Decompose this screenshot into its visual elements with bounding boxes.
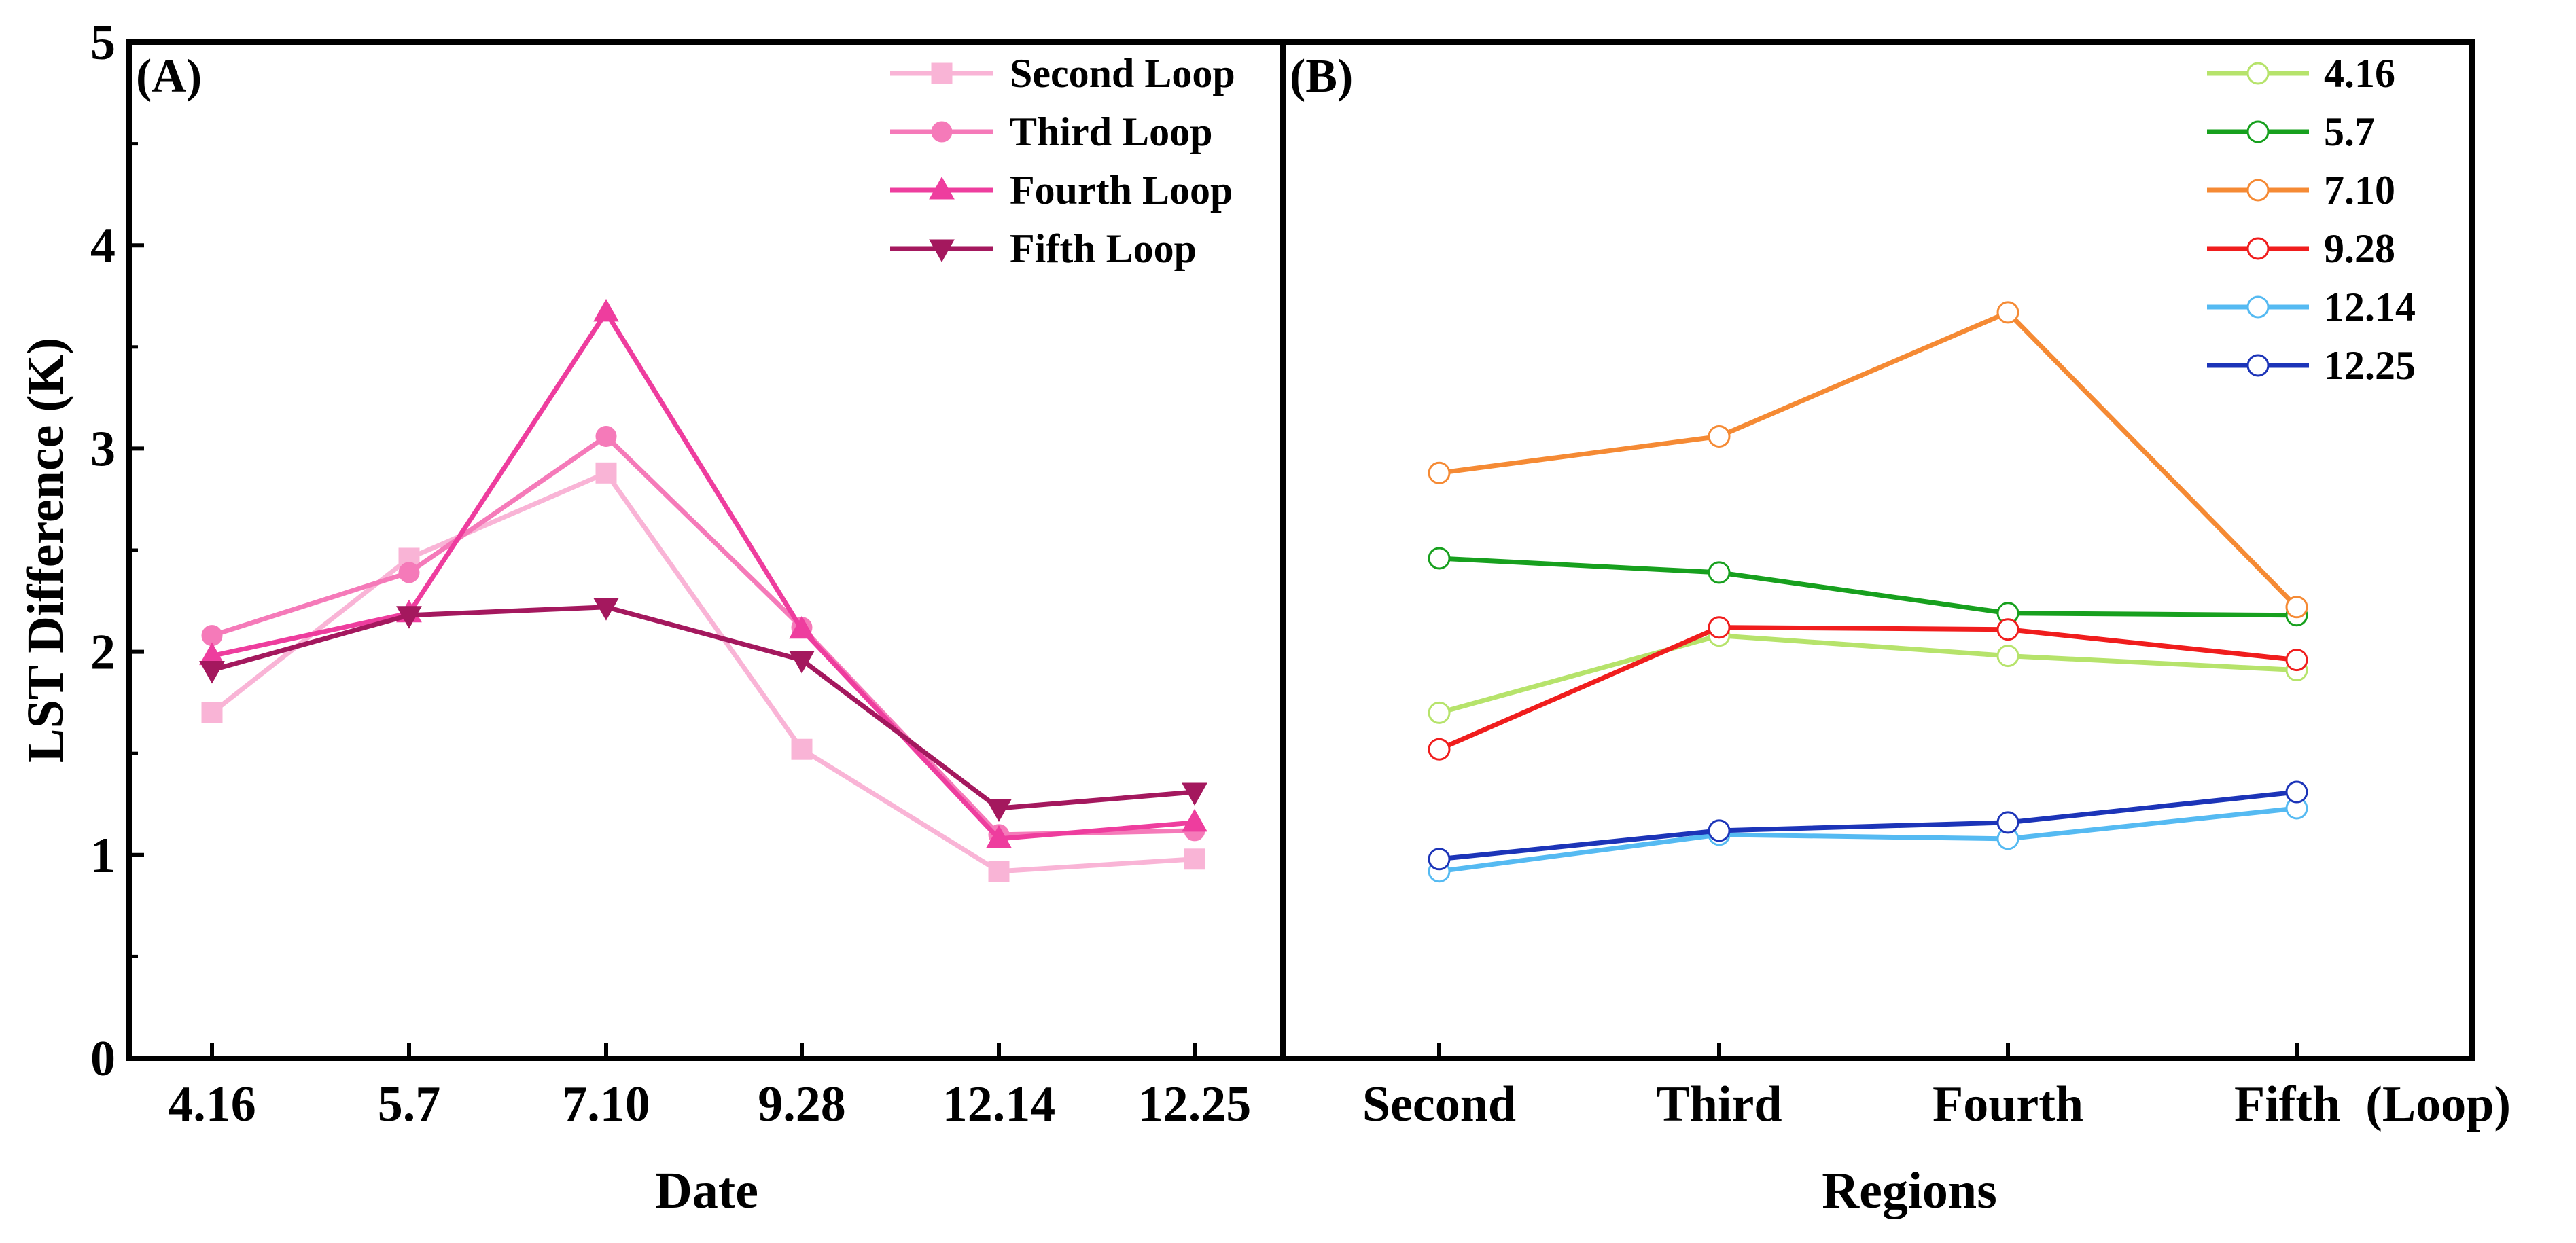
data-point-a [201,702,223,723]
y-tick-label: 2 [90,625,116,681]
legend-marker-b [2246,295,2270,319]
y-axis-title: LST Difference (K) [17,338,74,763]
data-point-b [1996,645,2019,668]
panel-b: (B) Regions Second Third Fourth Fifth (Loop… [1280,39,2511,1219]
x-tick-label-b: Third [1656,1077,1782,1132]
legend-marker-a [931,121,953,143]
x-axis-ticks-a: 4.16 5.7 7.10 9.28 12.14 12.25 [168,1043,1251,1132]
legend-marker-b [2246,237,2270,260]
data-point-b [2285,649,2308,672]
data-point-b [1428,461,1451,484]
series-group-b [1428,301,2308,883]
series-line-b [1438,625,2297,752]
panel-a: (A) Date LST Difference (K) 0 1 2 3 4 5 4.16 5… [17,15,1286,1219]
series-line-b [1439,556,2297,618]
series-line-b [1439,789,2297,862]
data-point-a [396,606,422,629]
data-point-b [1996,618,2019,641]
y-axis-ticks: 0 1 2 3 4 5 [90,15,144,1087]
legend-marker-a [929,176,955,200]
x-axis-ticks-b: Second Third Fourth Fifth (Loop) [1362,1043,2511,1132]
data-point-b [1428,547,1451,570]
legend-marker-b [2246,354,2270,377]
data-point-a [986,799,1012,823]
data-point-b [1708,819,1731,842]
x-tick-label-b: Second [1362,1077,1516,1132]
legend-label-a: Second Loop [1010,51,1235,96]
series-group-a [199,298,1207,882]
data-point-b [1708,561,1731,584]
x-tick-label-a: 4.16 [168,1077,256,1132]
series-line-b [1439,806,2297,874]
data-point-a [199,661,225,684]
x-tick-label-a: 12.14 [942,1077,1056,1132]
data-point-a [593,298,619,322]
data-point-a [1184,848,1205,870]
data-point-b [1708,425,1731,448]
data-point-b [2285,596,2308,619]
y-tick-label: 0 [90,1031,116,1087]
legend-label-a: Fourth Loop [1010,168,1233,213]
legend-marker-b [2246,179,2270,202]
legend-marker-a [929,239,955,263]
x-tick-label-b: Fourth [1933,1077,2083,1132]
legend-label-b: 5.7 [2324,109,2375,154]
legend-label-b: 12.25 [2324,343,2416,388]
legend-label-a: Third Loop [1010,109,1212,154]
series-line-a [211,605,1195,811]
legend-label-b: 12.14 [2324,285,2416,329]
x-axis-title-a: Date [655,1162,758,1219]
legend-marker-b [2246,120,2270,143]
data-point-a [789,651,815,674]
x-axis-title-b: Regions [1822,1162,1997,1219]
panel-b-label: (B) [1290,50,1353,103]
data-point-b [1428,848,1451,871]
legend-marker-a [931,62,953,84]
panel-b-frame [1280,39,2475,1061]
series-line-a [211,310,1195,842]
y-tick-label: 1 [90,828,116,884]
y-tick-label: 4 [90,218,116,274]
x-tick-label-a: 12.25 [1138,1077,1252,1132]
data-point-a [988,861,1010,882]
y-tick-label: 3 [90,421,116,477]
series-line-b [1439,633,2297,715]
data-point-b [1708,616,1731,639]
data-point-a [789,615,815,639]
x-tick-label-a: 5.7 [378,1077,441,1132]
x-tick-label-b: Fifth (Loop) [2234,1077,2511,1132]
legend-label-b: 4.16 [2324,51,2395,96]
data-point-b [1996,811,2019,834]
data-point-a [791,738,813,760]
data-point-a [595,462,617,484]
panel-a-label: (A) [136,50,202,103]
data-point-a [593,598,619,621]
series-line-b [1439,310,2299,609]
legend-label-b: 7.10 [2324,168,2395,213]
legend-a: Second Loop Third Loop Fourth Loop Fifth Lo… [890,51,1235,271]
data-point-b [1428,701,1451,724]
data-point-b [1996,301,2019,324]
y-tick-label: 5 [90,15,116,71]
data-point-a [1182,808,1207,832]
x-tick-label-a: 7.10 [562,1077,650,1132]
legend-label-b: 9.28 [2324,226,2395,271]
data-point-a [398,562,420,583]
legend-label-a: Fifth Loop [1010,226,1197,271]
data-point-b [2285,780,2308,804]
data-point-a [595,425,617,447]
legend-marker-b [2246,62,2270,85]
data-point-b [1428,738,1451,761]
data-point-a [986,825,1012,848]
data-point-a [1182,782,1207,806]
legend-b: 4.16 5.7 7.10 9.28 12.14 12.25 [2207,51,2416,388]
x-tick-label-a: 9.28 [758,1077,846,1132]
